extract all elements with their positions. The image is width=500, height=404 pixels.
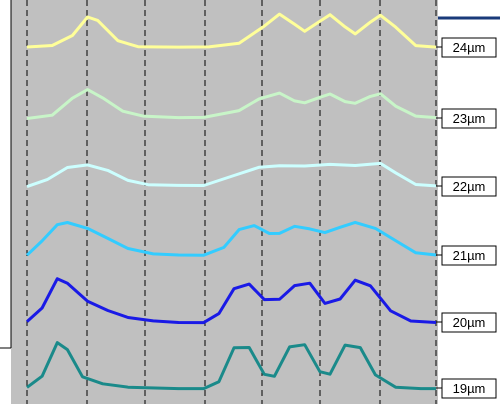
trace-line-19µm — [26, 341, 436, 391]
trace-label-19µm: 19µm — [453, 381, 486, 396]
trace-label-24µm: 24µm — [453, 40, 486, 55]
trace-line-21µm — [25, 220, 437, 257]
chart-background — [11, 0, 438, 404]
trace-labels-group: 24µm 23µm 22µm 21µm 20µm 19µm — [436, 37, 497, 399]
trace-line-23µm — [26, 88, 437, 120]
trace-series-group — [25, 12, 437, 391]
trace-label-22µm: 22µm — [453, 179, 486, 194]
trace-line-22µm — [26, 161, 437, 189]
trace-label-20µm: 20µm — [453, 315, 486, 330]
trace-label-21µm: 21µm — [453, 248, 486, 263]
trace-label-23µm: 23µm — [453, 111, 486, 126]
trace-line-20µm — [25, 277, 437, 325]
vertical-dashed-lines — [26, 0, 437, 404]
trace-line-24µm — [26, 12, 437, 49]
